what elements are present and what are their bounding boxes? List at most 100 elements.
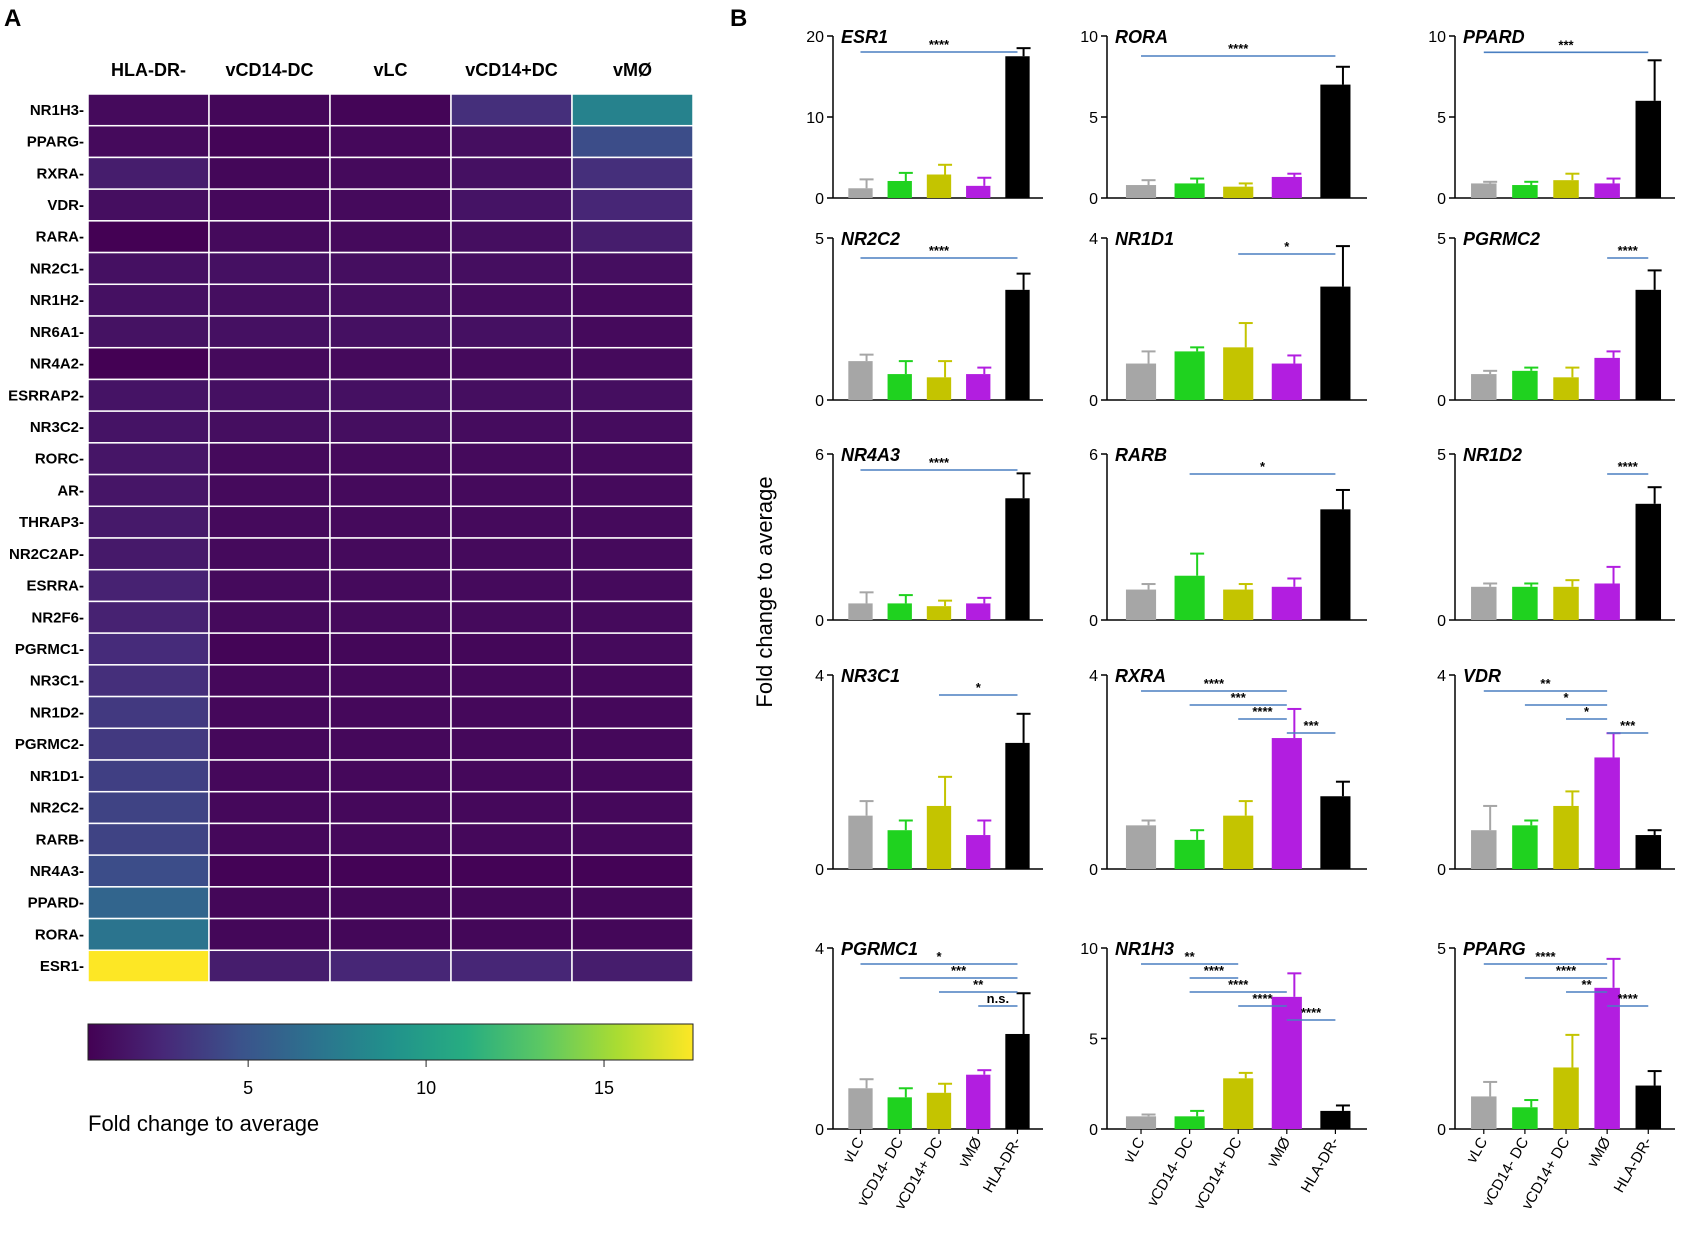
panel-b-y-axis-label: Fold change to average: [752, 476, 777, 707]
significance-label: ****: [1535, 949, 1556, 964]
heatmap-cell: [329, 93, 452, 127]
heatmap-row-label: RXRA-: [37, 165, 85, 182]
heatmap-cell: [329, 124, 452, 159]
bar: [1635, 503, 1662, 620]
heatmap-cell: [329, 886, 452, 920]
heatmap-cell: [329, 600, 452, 634]
heatmap-row-label: NR1D2-: [30, 704, 84, 721]
panel-a-label: A: [4, 5, 21, 32]
bar: [1005, 498, 1030, 620]
heatmap-cell: [87, 600, 210, 634]
significance-label: ****: [1618, 459, 1639, 474]
x-tick-label: HLA-DR-: [1611, 1135, 1656, 1196]
significance-label: ****: [1301, 1005, 1322, 1020]
heatmap-cell: [450, 917, 573, 952]
bar: [1512, 1107, 1538, 1129]
heatmap-cell: [571, 822, 694, 856]
heatmap-cell: [208, 600, 331, 634]
heatmap-cell: [450, 949, 573, 983]
bar: [1635, 100, 1662, 198]
y-tick-label: 4: [1437, 668, 1446, 685]
heatmap-cell: [571, 664, 694, 698]
heatmap-cell: [450, 759, 573, 793]
significance-label: *: [936, 949, 942, 964]
heatmap-cell: [571, 220, 694, 254]
gene-title: PGRMC1: [841, 939, 918, 959]
heatmap-row-label: PPARD-: [28, 895, 84, 912]
heatmap-cell: [208, 505, 331, 539]
x-tick-label: vLC: [1463, 1134, 1491, 1166]
significance-label: ****: [929, 243, 950, 258]
y-tick-label: 10: [1080, 941, 1098, 958]
heatmap-column-header: HLA-DR-: [111, 60, 186, 80]
significance-label: **: [1582, 977, 1593, 992]
heatmap-cell: [329, 283, 452, 317]
y-tick-label: 0: [815, 1122, 824, 1139]
bar: [1320, 796, 1351, 869]
gene-title: PPARD: [1463, 27, 1525, 47]
heatmap-cell: [450, 632, 573, 666]
significance-label: **: [1185, 949, 1196, 964]
heatmap-cell: [329, 505, 452, 539]
heatmap-cell: [208, 93, 331, 127]
y-tick-label: 0: [1089, 1122, 1098, 1139]
heatmap-row-label: RORC-: [35, 451, 84, 468]
heatmap-cell: [208, 378, 331, 412]
heatmap-cell: [208, 251, 331, 286]
gene-title: RORA: [1115, 27, 1168, 47]
heatmap-cell: [571, 251, 694, 286]
bar: [966, 835, 991, 869]
bar: [966, 374, 991, 400]
significance-label: **: [1540, 676, 1551, 691]
heatmap-cell: [87, 727, 210, 761]
heatmap-cell: [450, 124, 573, 159]
y-tick-label: 10: [1428, 29, 1446, 46]
gene-title: PGRMC2: [1463, 229, 1540, 249]
heatmap-cell: [208, 759, 331, 793]
heatmap-cell: [329, 188, 452, 222]
bar: [1635, 1085, 1662, 1129]
x-tick-label: vCD14- DC: [1144, 1134, 1197, 1209]
heatmap-column-header: vMØ: [613, 60, 652, 80]
heatmap-cell: [329, 664, 452, 698]
heatmap-cell: [450, 505, 573, 539]
heatmap-cell: [571, 378, 694, 412]
bar: [926, 1092, 952, 1129]
bar: [1125, 363, 1157, 400]
x-tick-label: vLC: [1120, 1134, 1148, 1166]
bar: [1553, 377, 1579, 400]
heatmap-cell: [329, 442, 452, 476]
y-tick-label: 0: [815, 613, 824, 630]
gene-title: NR3C1: [841, 666, 900, 686]
bar: [1223, 186, 1254, 198]
heatmap-cells: [87, 93, 694, 983]
heatmap-cell: [87, 93, 210, 127]
bar: [1125, 825, 1157, 869]
significance-label: *: [1563, 690, 1569, 705]
heatmap-cell: [87, 505, 210, 539]
gene-title: VDR: [1463, 666, 1501, 686]
heatmap-cell: [208, 473, 331, 508]
heatmap-cell: [208, 346, 331, 381]
bar: [1223, 815, 1254, 869]
bar: [1125, 589, 1157, 620]
y-tick-label: 4: [815, 941, 824, 958]
bar: [926, 805, 952, 869]
heatmap-cell: [450, 346, 573, 381]
bar: [966, 185, 991, 198]
y-tick-label: 6: [815, 447, 824, 464]
heatmap-cell: [87, 632, 210, 666]
bar: [1174, 183, 1205, 198]
y-tick-label: 5: [1437, 447, 1446, 464]
heatmap-cell: [208, 442, 331, 476]
heatmap-row-label: NR1H3-: [30, 102, 84, 119]
heatmap-row-label: NR3C1-: [30, 673, 84, 690]
heatmap-cell: [571, 283, 694, 317]
heatmap-cell: [571, 727, 694, 761]
heatmap-cell: [329, 822, 452, 856]
heatmap-cell: [571, 759, 694, 793]
heatmap-cell: [87, 664, 210, 698]
bar: [1553, 180, 1579, 198]
y-tick-label: 20: [806, 29, 824, 46]
heatmap-cell: [450, 822, 573, 856]
